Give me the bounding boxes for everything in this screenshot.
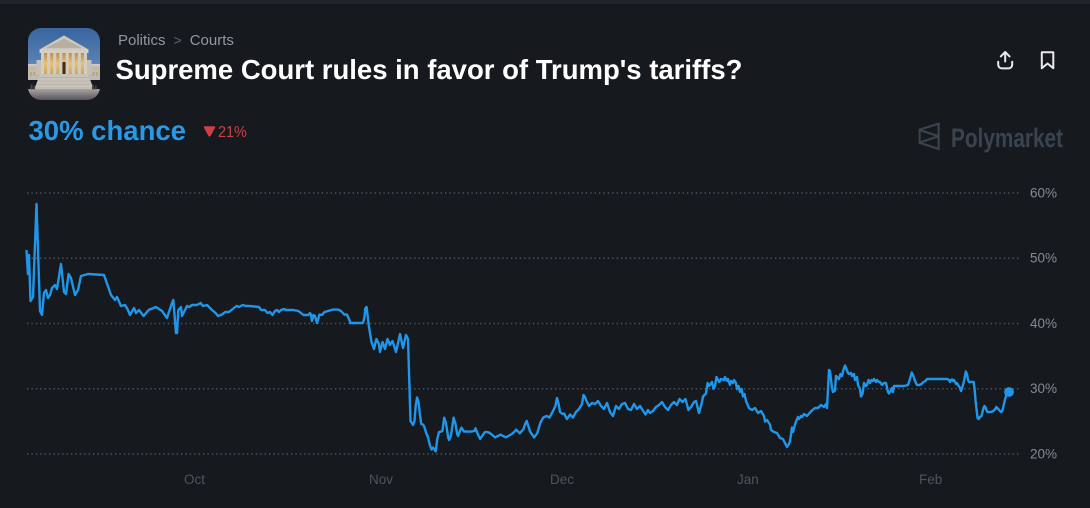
svg-text:Nov: Nov	[369, 472, 393, 487]
svg-text:Feb: Feb	[919, 472, 942, 487]
svg-text:30%: 30%	[1030, 381, 1057, 396]
svg-text:50%: 50%	[1030, 251, 1057, 266]
svg-text:Dec: Dec	[550, 472, 574, 487]
svg-text:Oct: Oct	[184, 472, 205, 487]
svg-text:Jan: Jan	[737, 472, 759, 487]
svg-text:40%: 40%	[1030, 316, 1057, 331]
svg-text:20%: 20%	[1030, 446, 1057, 461]
svg-text:60%: 60%	[1030, 185, 1057, 200]
svg-text:Polymarket: Polymarket	[951, 123, 1063, 153]
